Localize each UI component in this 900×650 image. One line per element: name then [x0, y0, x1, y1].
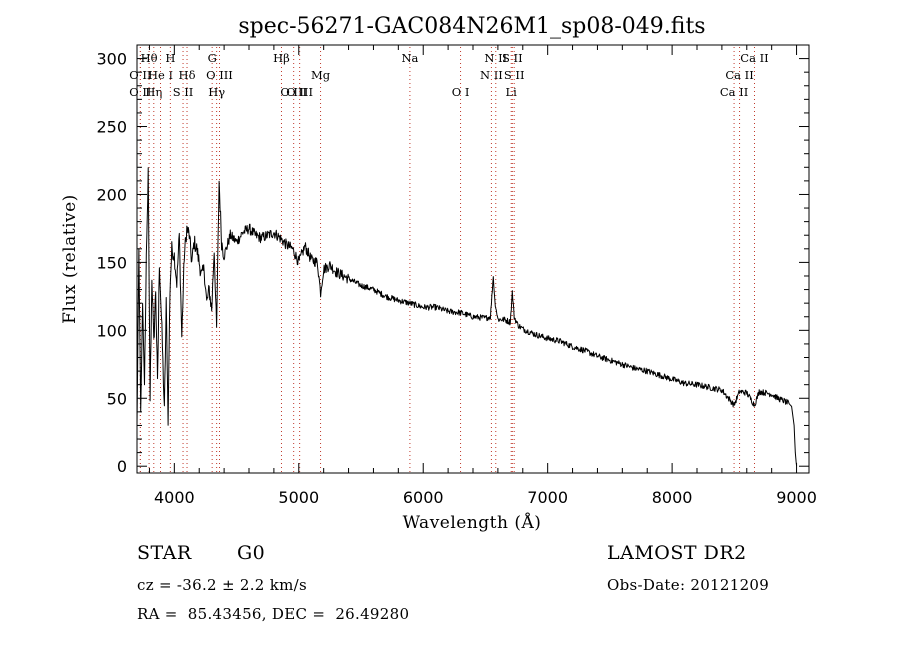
spectral-line-label: Ca II [740, 51, 768, 65]
y-tick-label: 50 [107, 389, 127, 408]
spectral-line-label: Hη [145, 85, 162, 99]
spectral-line-label: H [165, 51, 175, 65]
spectral-line-label: Hβ [273, 51, 290, 65]
y-tick-label: 0 [117, 457, 127, 476]
spectral-line-label: Hγ [208, 85, 225, 99]
redshift-value: cz = -36.2 ± 2.2 km/s [137, 576, 307, 594]
spectral-line-label: S II [502, 51, 523, 65]
spectral-line-label: N II [480, 68, 503, 82]
spectral-line-label: Hδ [179, 68, 196, 82]
spectral-line-label: O III [280, 85, 307, 99]
sky-coordinates: RA = 85.43456, DEC = 26.49280 [137, 605, 409, 623]
axis-ticks: 4000 5000 6000 7000 8000 9000 0 50 100 150 200 250 3… [96, 45, 817, 507]
x-tick-label: 4000 [154, 488, 195, 507]
spectral-line-label: He I [148, 68, 173, 82]
x-tick-label: 6000 [403, 488, 444, 507]
y-tick-label: 100 [96, 321, 127, 340]
spectral-line-label: O III [206, 68, 233, 82]
spectral-line-label: S II [173, 85, 194, 99]
x-tick-label: 9000 [776, 488, 817, 507]
spectral-line-label: G [208, 51, 217, 65]
plot-frame [136, 44, 810, 474]
spectral-line-label: O III [286, 85, 313, 99]
spectral-line-label: Ca II [720, 85, 748, 99]
x-tick-label: 5000 [278, 488, 319, 507]
spectrum-line [136, 167, 798, 467]
object-type: STAR [137, 542, 192, 564]
y-tick-label: 300 [96, 50, 127, 69]
y-tick-label: 250 [96, 118, 127, 137]
observation-date: Obs-Date: 20121209 [607, 576, 769, 594]
spectral-line-label: Ca II [725, 68, 753, 82]
y-tick-label: 200 [96, 185, 127, 204]
spectral-line-label: Hθ [141, 51, 158, 65]
x-axis-label: Wavelength (Å) [403, 512, 542, 533]
spectral-line-label: O II [129, 68, 151, 82]
spectral-line-label: O I [452, 85, 470, 99]
spectrum-info: STAR G0 LAMOST DR2 cz = -36.2 ± 2.2 km/s… [137, 542, 769, 623]
x-tick-label: 7000 [527, 488, 568, 507]
x-tick-label: 8000 [652, 488, 693, 507]
spectral-line-label: Li [506, 85, 518, 99]
survey-name: LAMOST DR2 [607, 542, 747, 564]
y-axis-label: Flux (relative) [60, 194, 80, 324]
spectral-line-label: Na [401, 51, 418, 65]
spectral-line-label: N II [484, 51, 507, 65]
spectral-line-label: Mg [311, 68, 331, 82]
object-subclass: G0 [237, 542, 265, 564]
spectral-line-label: S II [504, 68, 525, 82]
chart-title: spec-56271-GAC084N26M1_sp08-049.fits [238, 14, 705, 39]
y-tick-label: 150 [96, 253, 127, 272]
